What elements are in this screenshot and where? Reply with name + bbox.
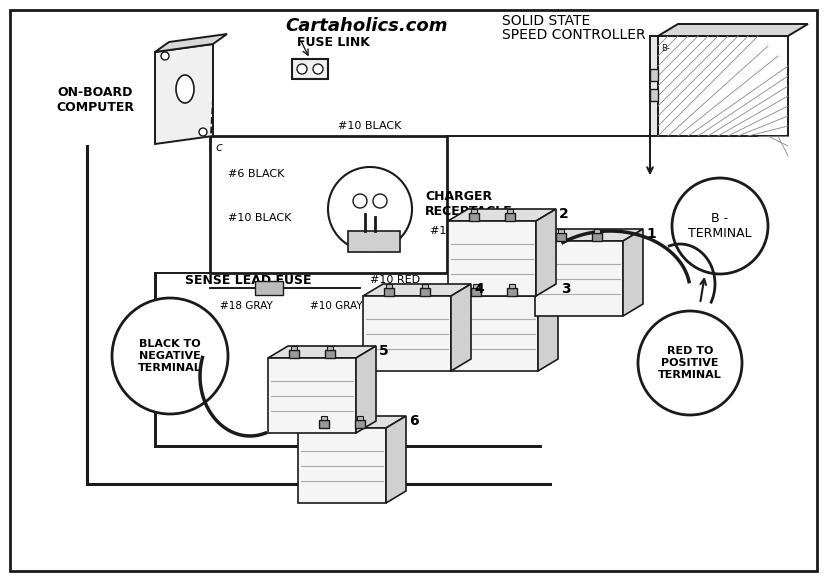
Circle shape xyxy=(353,194,367,208)
Text: 5: 5 xyxy=(379,344,389,358)
Text: 6: 6 xyxy=(409,414,418,428)
Bar xyxy=(473,284,480,288)
Text: SOLID STATE: SOLID STATE xyxy=(502,14,590,28)
Bar xyxy=(504,213,514,221)
Text: B -
TERMINAL: B - TERMINAL xyxy=(688,212,752,240)
Polygon shape xyxy=(268,346,376,358)
Bar xyxy=(558,229,564,233)
Bar xyxy=(289,350,299,358)
Bar xyxy=(591,233,601,241)
Bar xyxy=(471,288,481,296)
Bar xyxy=(470,213,480,221)
Bar xyxy=(327,346,332,350)
Bar xyxy=(507,209,513,213)
Text: #6 BLACK: #6 BLACK xyxy=(228,169,284,179)
Bar xyxy=(210,136,447,273)
Bar xyxy=(471,209,477,213)
Bar xyxy=(363,296,451,371)
Text: RED TO
POSITIVE
TERMINAL: RED TO POSITIVE TERMINAL xyxy=(658,346,722,379)
Bar xyxy=(535,241,623,316)
Bar xyxy=(298,428,386,503)
Bar xyxy=(291,346,298,350)
Polygon shape xyxy=(658,24,808,36)
Circle shape xyxy=(373,194,387,208)
Circle shape xyxy=(313,64,323,74)
Text: BLACK TO
NEGATIVE
TERMINAL: BLACK TO NEGATIVE TERMINAL xyxy=(138,339,202,372)
Bar xyxy=(450,296,538,371)
Circle shape xyxy=(672,178,768,274)
Polygon shape xyxy=(448,209,556,221)
Text: #10 RED: #10 RED xyxy=(370,275,420,285)
Text: 3: 3 xyxy=(561,282,571,296)
Text: CHARGER
RECEPTACLE: CHARGER RECEPTACLE xyxy=(425,190,513,218)
Ellipse shape xyxy=(176,75,194,103)
Text: #18 GRAY: #18 GRAY xyxy=(220,301,273,311)
Text: B-: B- xyxy=(661,44,670,53)
Text: #10 BLACK: #10 BLACK xyxy=(430,226,494,236)
Circle shape xyxy=(161,52,169,60)
Circle shape xyxy=(199,128,207,136)
Polygon shape xyxy=(363,284,471,296)
Bar xyxy=(355,420,365,428)
Polygon shape xyxy=(298,416,406,428)
Bar xyxy=(385,288,394,296)
Text: 4: 4 xyxy=(474,282,484,296)
Polygon shape xyxy=(155,44,213,144)
Text: c: c xyxy=(215,141,222,154)
Polygon shape xyxy=(538,284,558,371)
Text: 2: 2 xyxy=(559,207,569,221)
Text: ON-BOARD
COMPUTER: ON-BOARD COMPUTER xyxy=(56,86,134,114)
Polygon shape xyxy=(451,284,471,371)
Bar xyxy=(557,233,566,241)
Circle shape xyxy=(328,167,412,251)
Bar xyxy=(650,89,658,101)
Polygon shape xyxy=(535,229,643,241)
Circle shape xyxy=(638,311,742,415)
Text: #10 BLACK: #10 BLACK xyxy=(228,213,291,223)
Bar xyxy=(507,288,517,296)
Bar xyxy=(325,350,335,358)
Text: SENSE LEAD FUSE: SENSE LEAD FUSE xyxy=(185,274,312,287)
Text: Cartaholics.com: Cartaholics.com xyxy=(285,17,447,35)
Polygon shape xyxy=(536,209,556,296)
Text: SPEED CONTROLLER: SPEED CONTROLLER xyxy=(502,28,646,42)
Polygon shape xyxy=(623,229,643,316)
Text: 1: 1 xyxy=(646,227,656,241)
Polygon shape xyxy=(348,231,400,252)
Bar xyxy=(356,416,362,420)
Polygon shape xyxy=(450,284,558,296)
Polygon shape xyxy=(155,34,227,52)
Text: #10 GRAY: #10 GRAY xyxy=(310,301,362,311)
Circle shape xyxy=(297,64,307,74)
Bar xyxy=(422,284,428,288)
Bar xyxy=(268,358,356,433)
Bar xyxy=(509,284,514,288)
Bar xyxy=(292,59,328,79)
Bar xyxy=(255,281,283,295)
Polygon shape xyxy=(386,416,406,503)
Bar xyxy=(650,69,658,81)
Bar xyxy=(386,284,392,288)
Bar xyxy=(658,36,788,136)
Polygon shape xyxy=(356,346,376,433)
Bar xyxy=(322,416,327,420)
Text: FUSE LINK: FUSE LINK xyxy=(297,36,370,49)
Bar xyxy=(319,420,329,428)
Bar xyxy=(419,288,429,296)
Text: #10 BLACK: #10 BLACK xyxy=(338,121,402,131)
Bar xyxy=(594,229,600,233)
Circle shape xyxy=(112,298,228,414)
Bar xyxy=(448,221,536,296)
Polygon shape xyxy=(650,36,658,136)
